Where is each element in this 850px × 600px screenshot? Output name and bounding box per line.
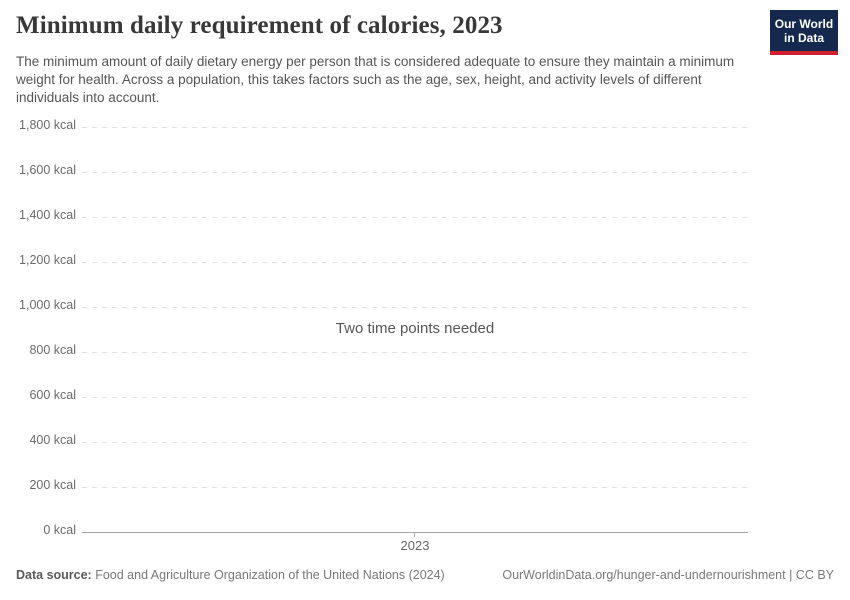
chart-footer: Data source: Food and Agriculture Organi… (16, 568, 834, 582)
y-axis-tick-label: 1,800 kcal (19, 118, 76, 132)
y-axis-tick-label: 1,200 kcal (19, 253, 76, 267)
y-axis-tick-label: 0 kcal (43, 523, 76, 537)
y-axis-tick-label: 600 kcal (29, 388, 76, 402)
gridline (82, 217, 748, 218)
owid-logo-line2: in Data (783, 31, 824, 45)
data-source-label: Data source: (16, 568, 92, 582)
y-axis-tick-label: 1,400 kcal (19, 208, 76, 222)
data-source: Data source: Food and Agriculture Organi… (16, 568, 445, 582)
empty-state-message: Two time points needed (335, 320, 495, 337)
chart-subtitle: The minimum amount of daily dietary ener… (16, 54, 735, 105)
y-gridline-row: 200 kcal (0, 478, 748, 532)
gridline (82, 262, 748, 263)
gridline (82, 487, 748, 488)
y-axis-tick-label: 1,000 kcal (19, 298, 76, 312)
y-axis-tick-label: 400 kcal (29, 433, 76, 447)
y-axis-tick-label: 200 kcal (29, 478, 76, 492)
gridline (82, 397, 748, 398)
gridline (82, 127, 748, 128)
gridline (82, 442, 748, 443)
gridline (82, 532, 748, 533)
y-gridline-row: 0 kcal (0, 523, 748, 577)
gridline (82, 352, 748, 353)
y-gridline-row: 600 kcal (0, 388, 748, 442)
y-gridline-row: 1,800 kcal (0, 118, 748, 172)
x-axis-tick-label: 2023 (400, 538, 430, 553)
y-axis-tick-label: 800 kcal (29, 343, 76, 357)
data-source-value: Food and Agriculture Organization of the… (91, 568, 445, 582)
owid-logo: Our World in Data (770, 10, 838, 55)
owid-url-license-link[interactable]: OurWorldinData.org/hunger-and-undernouri… (502, 568, 834, 582)
gridline (82, 172, 748, 173)
x-axis-tick (414, 532, 415, 537)
y-gridline-row: 1,400 kcal (0, 208, 748, 262)
chart-title: Minimum daily requirement of calories, 2… (16, 12, 503, 39)
y-gridline-row: 800 kcal (0, 343, 748, 397)
y-gridline-row: 400 kcal (0, 433, 748, 487)
gridline (82, 307, 748, 308)
y-gridline-row: 1,600 kcal (0, 163, 748, 217)
plot-area: 1,800 kcal 1,600 kcal 1,400 kcal 1,200 k… (0, 118, 748, 577)
y-axis-tick-label: 1,600 kcal (19, 163, 76, 177)
y-gridline-row: 1,200 kcal (0, 253, 748, 307)
owid-logo-line1: Our World (774, 17, 834, 31)
y-gridline-row: 1,000 kcal (0, 298, 748, 352)
